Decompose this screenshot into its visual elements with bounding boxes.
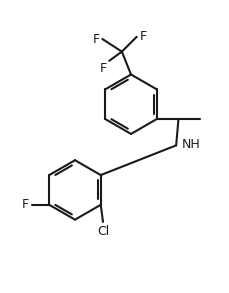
Text: Cl: Cl xyxy=(96,225,109,238)
Text: F: F xyxy=(99,62,106,75)
Text: F: F xyxy=(22,198,29,211)
Text: NH: NH xyxy=(181,138,200,151)
Text: F: F xyxy=(92,33,99,45)
Text: F: F xyxy=(139,30,146,43)
